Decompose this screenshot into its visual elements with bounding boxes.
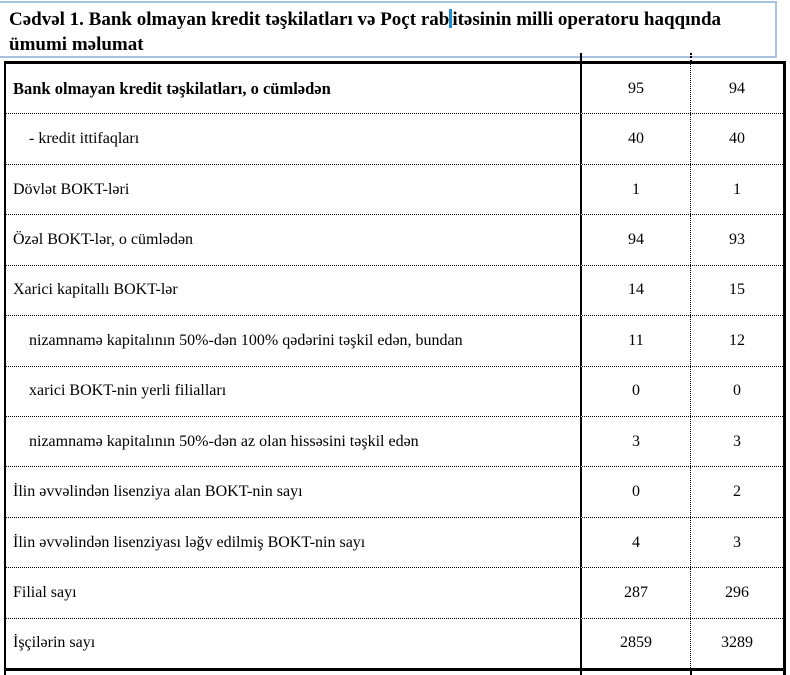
row-label-cell[interactable]: İlin əvvəlindən lisenziya alan BOKT-nin …: [13, 483, 303, 501]
row-value1-cell[interactable]: 3: [580, 416, 690, 467]
row-value2-cell[interactable]: 94: [690, 64, 783, 114]
table-row: Dövlət BOKT-ləri 1 1: [6, 164, 783, 216]
row-label-cell[interactable]: Dövlət BOKT-ləri: [13, 180, 130, 198]
row-value2-cell[interactable]: 12: [690, 316, 783, 366]
row-value1-cell[interactable]: 0: [580, 366, 690, 416]
row-value2-cell[interactable]: 3: [690, 517, 783, 568]
table-row: Özəl BOKT-lər, o cümlədən 94 93: [6, 215, 783, 266]
row-value1-cell[interactable]: 287: [580, 568, 690, 618]
column-rule-stub-dotted: [690, 53, 692, 62]
table-left-border-continuation: [4, 671, 6, 675]
row-value2-cell[interactable]: 93: [690, 215, 783, 265]
table-row: nizamnamə kapitalının 50%-dən az olan hi…: [6, 416, 783, 468]
table-row: Filial sayı 287 296: [6, 568, 783, 619]
row-label-cell[interactable]: Filial sayı: [13, 583, 77, 601]
caption-line-2: ümumi məlumat: [9, 34, 144, 55]
row-value2-cell[interactable]: 1: [690, 164, 783, 215]
table-row: nizamnamə kapitalının 50%-dən 100% qədər…: [6, 316, 783, 367]
table-row: İlin əvvəlindən lisenziya alan BOKT-nin …: [6, 467, 783, 518]
row-value1-cell[interactable]: 0: [580, 467, 690, 517]
caption-text-after-cursor: itəsinin milli operatoru haqqında: [452, 9, 722, 30]
table-right-border-continuation: [783, 671, 786, 675]
row-value1-cell[interactable]: 95: [580, 64, 690, 114]
row-label-cell[interactable]: Bank olmayan kredit təşkilatları, o cüml…: [13, 78, 331, 98]
row-label-cell[interactable]: İlin əvvəlindən lisenziyası ləğv edilmiş…: [13, 533, 366, 551]
table-caption-textbox[interactable]: Cədvəl 1. Bank olmayan kredit təşkilatla…: [0, 1, 777, 58]
column-rule-continuation-dotted: [690, 671, 692, 675]
row-label-cell[interactable]: - kredit ittifaqları: [29, 130, 140, 148]
row-label-cell[interactable]: Özəl BOKT-lər, o cümlədən: [13, 230, 194, 248]
table-row: - kredit ittifaqları 40 40: [6, 114, 783, 165]
table-row: İlin əvvəlindən lisenziyası ləğv edilmiş…: [6, 517, 783, 569]
caption-line-1: Cədvəl 1. Bank olmayan kredit təşkilatla…: [9, 7, 775, 32]
row-value2-cell[interactable]: 3: [690, 416, 783, 467]
row-value2-cell[interactable]: 40: [690, 114, 783, 164]
row-value2-cell[interactable]: 2: [690, 467, 783, 517]
table-row: Xarici kapitallı BOKT-lər 14 15: [6, 265, 783, 317]
table-row: İşçilərin sayı 2859 3289: [6, 618, 783, 669]
row-value1-cell[interactable]: 14: [580, 265, 690, 316]
row-value1-cell[interactable]: 94: [580, 215, 690, 265]
table-row: Bank olmayan kredit təşkilatları, o cüml…: [6, 64, 783, 115]
row-value1-cell[interactable]: 40: [580, 114, 690, 164]
row-value1-cell[interactable]: 4: [580, 517, 690, 568]
caption-text-before-cursor: Cədvəl 1. Bank olmayan kredit təşkilatla…: [9, 9, 450, 30]
row-value1-cell[interactable]: 1: [580, 164, 690, 215]
row-label-cell[interactable]: Xarici kapitallı BOKT-lər: [13, 281, 178, 299]
row-value2-cell[interactable]: 3289: [690, 618, 783, 669]
column-rule-stub: [580, 53, 582, 62]
text-cursor: [449, 9, 453, 28]
summary-table: Bank olmayan kredit təşkilatları, o cüml…: [4, 61, 786, 671]
row-label-cell[interactable]: xarici BOKT-nin yerli filialları: [29, 382, 227, 400]
row-value2-cell[interactable]: 15: [690, 265, 783, 316]
column-rule-continuation: [580, 671, 582, 675]
row-value1-cell[interactable]: 11: [580, 316, 690, 366]
row-label-cell[interactable]: nizamnamə kapitalının 50%-dən az olan hi…: [29, 432, 419, 450]
row-value1-cell[interactable]: 2859: [580, 618, 690, 669]
row-label-cell[interactable]: nizamnamə kapitalının 50%-dən 100% qədər…: [29, 331, 463, 349]
row-value2-cell[interactable]: 296: [690, 568, 783, 618]
row-label-cell[interactable]: İşçilərin sayı: [13, 634, 96, 652]
table-row: xarici BOKT-nin yerli filialları 0 0: [6, 366, 783, 417]
row-value2-cell[interactable]: 0: [690, 366, 783, 416]
